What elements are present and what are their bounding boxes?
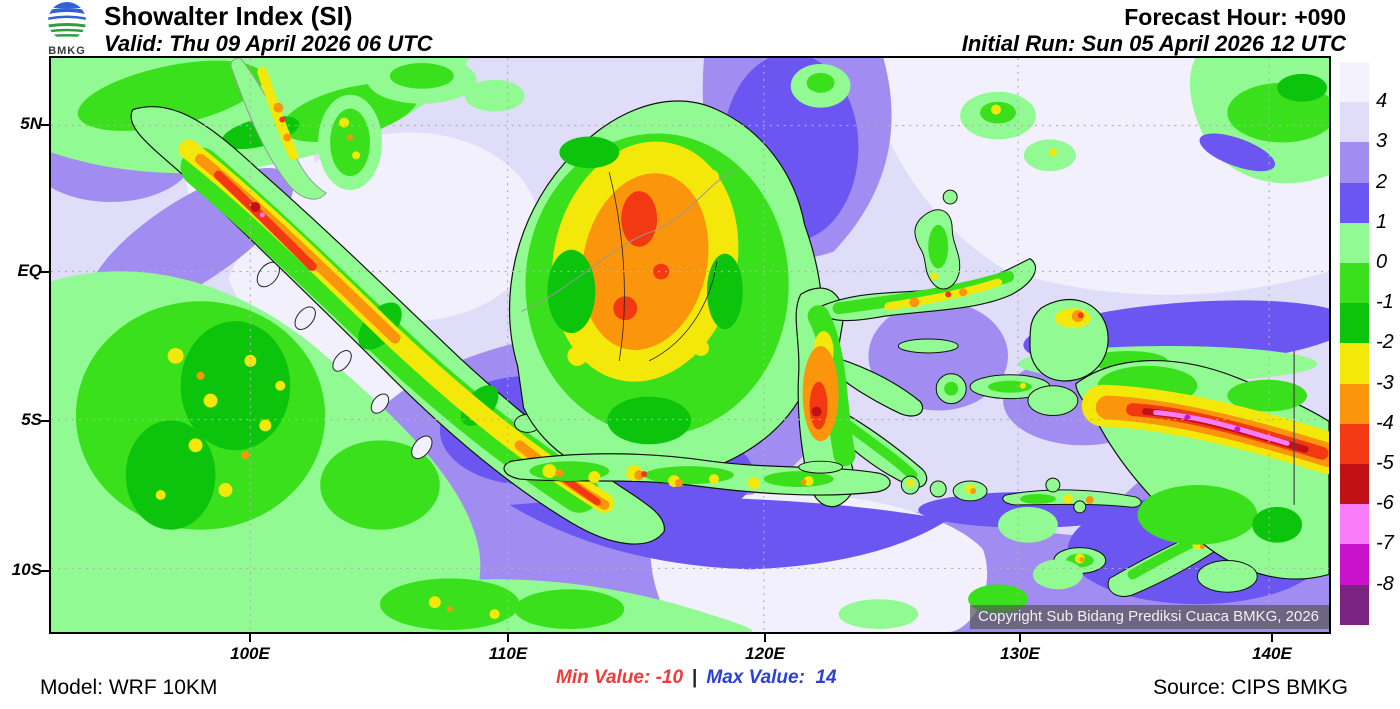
legend-swatch: [1340, 544, 1369, 586]
bmkg-logo: BMKG: [44, 1, 90, 57]
source-label: Source: CIPS BMKG: [1153, 676, 1348, 699]
lat-tick: [41, 570, 49, 572]
legend-swatch: [1340, 303, 1369, 344]
forecast-hour-label: Forecast Hour: +090: [1124, 4, 1346, 30]
legend-swatch: [1340, 182, 1369, 224]
legend-label-3: 3: [1376, 130, 1388, 153]
legend-label-2: 2: [1376, 170, 1388, 193]
minmax-row: Min Value: -10 | Max Value: 14: [556, 667, 837, 689]
max-value-label: Max Value: 14: [706, 667, 837, 688]
lat-label-5S: 5S: [21, 410, 42, 429]
legend-label-0: 0: [1376, 251, 1388, 273]
legend-swatch: [1340, 464, 1369, 505]
lon-label-120E: 120E: [745, 644, 785, 663]
lat-tick: [41, 420, 49, 422]
legend-label--2: -2: [1376, 331, 1394, 354]
lon-label-130E: 130E: [1000, 644, 1040, 663]
minmax-separator: |: [692, 667, 698, 688]
legend-swatch: [1340, 102, 1369, 143]
lon-label-100E: 100E: [230, 644, 270, 663]
model-label: Model: WRF 10KM: [40, 676, 218, 699]
legend-swatch: [1340, 423, 1369, 465]
map-canvas: Copyright Sub Bidang Prediksi Cuaca BMKG…: [49, 56, 1331, 634]
page-title: Showalter Index (SI): [104, 1, 353, 31]
initial-run-label: Initial Run: Sun 05 April 2026 12 UTC: [961, 31, 1346, 56]
lat-label-EQ: EQ: [17, 261, 42, 280]
legend-swatch: [1340, 62, 1369, 103]
legend-label--1: -1: [1376, 291, 1394, 314]
legend-label-1: 1: [1376, 210, 1388, 233]
legend-label--4: -4: [1376, 411, 1394, 434]
legend-label--6: -6: [1376, 492, 1394, 515]
legend-swatch: [1340, 263, 1369, 304]
legend-swatch: [1340, 383, 1369, 425]
lon-tick: [1019, 634, 1021, 642]
legend-label--7: -7: [1376, 532, 1394, 555]
legend-swatch: [1340, 584, 1369, 626]
legend-swatch: [1340, 504, 1369, 545]
lon-tick: [249, 634, 251, 642]
lon-label-110E: 110E: [488, 644, 528, 663]
lat-label-10S: 10S: [11, 560, 42, 579]
copyright-overlay: Copyright Sub Bidang Prediksi Cuaca BMKG…: [969, 605, 1329, 629]
legend-swatch: [1340, 142, 1369, 184]
lon-label-140E: 140E: [1252, 644, 1292, 663]
map-graphic: [51, 58, 1329, 632]
lon-tick: [764, 634, 766, 642]
land-layer: [51, 58, 1329, 632]
legend-label--8: -8: [1376, 572, 1394, 595]
legend-swatch: [1340, 222, 1369, 264]
gridlines: [51, 58, 1329, 632]
lon-tick: [1271, 634, 1273, 642]
lon-tick: [507, 634, 509, 642]
lat-label-5N: 5N: [20, 114, 42, 133]
legend-label-4: 4: [1376, 90, 1388, 113]
min-value-label: Min Value: -10: [556, 667, 684, 688]
legend-swatch: [1340, 343, 1369, 385]
legend-label--5: -5: [1376, 452, 1394, 474]
legend-label--3: -3: [1376, 371, 1394, 394]
bmkg-logo-label: BMKG: [48, 45, 86, 57]
bmkg-logo-icon: [48, 2, 86, 40]
lat-tick: [41, 271, 49, 273]
lat-tick: [41, 124, 49, 126]
valid-time-label: Valid: Thu 09 April 2026 06 UTC: [104, 31, 433, 56]
